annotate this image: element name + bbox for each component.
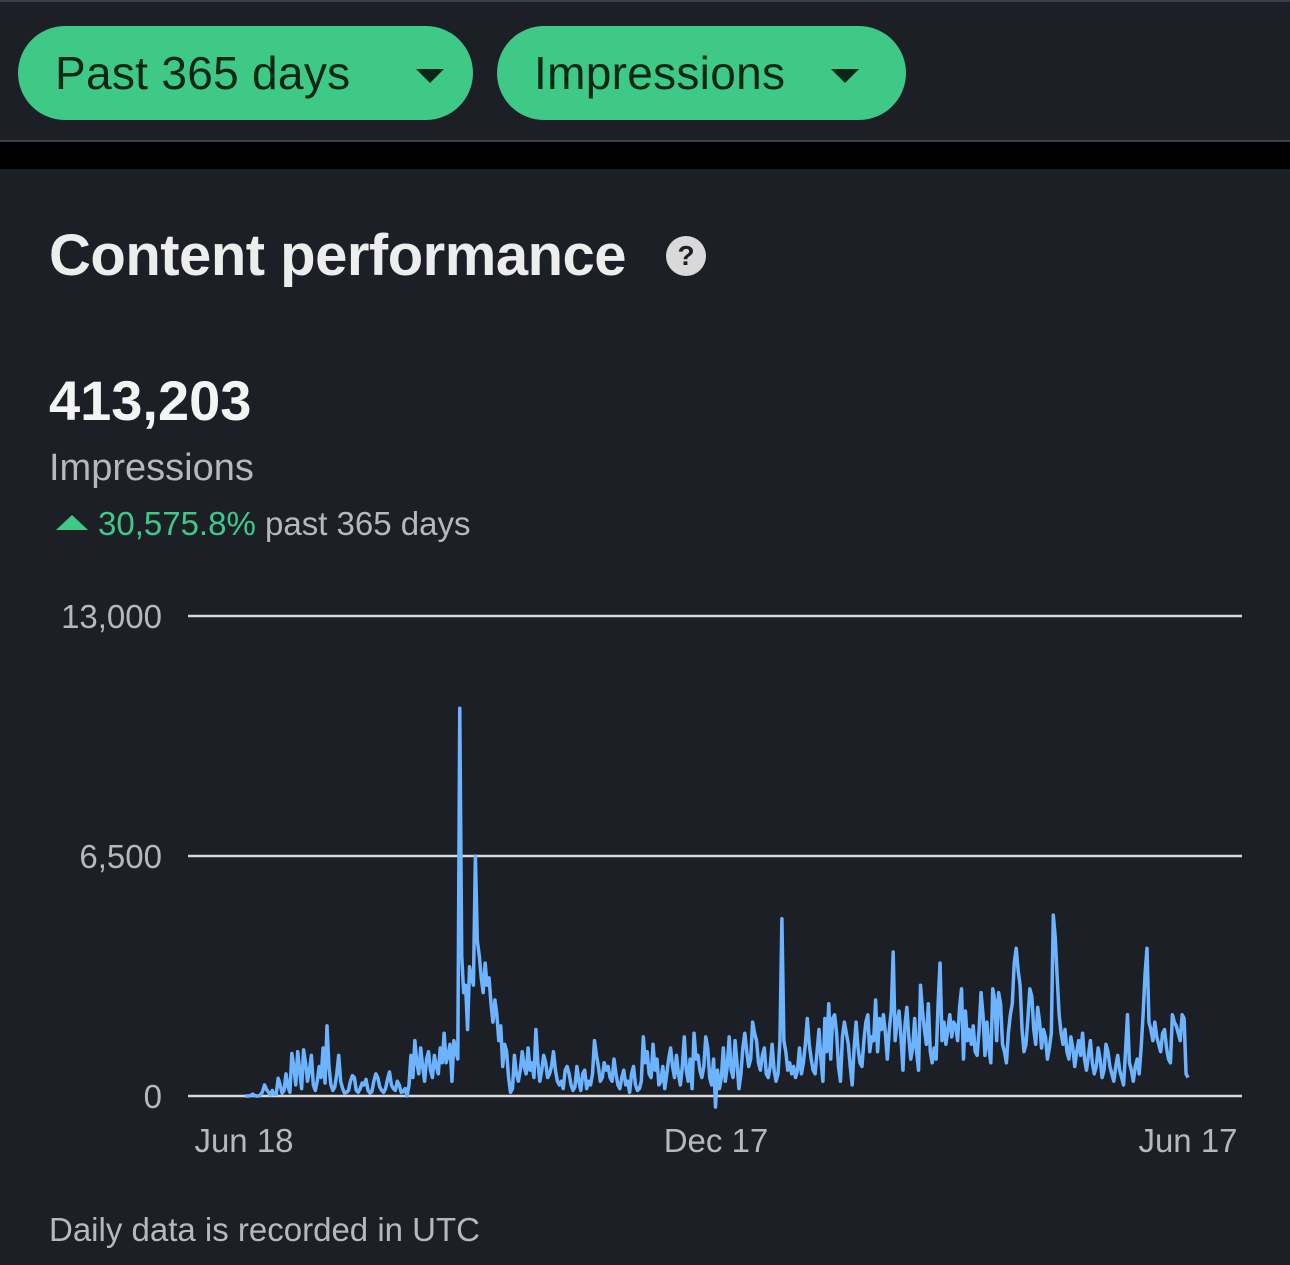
caret-down-icon (416, 69, 444, 83)
change-period: past 365 days (264, 505, 471, 542)
date-range-dropdown[interactable]: Past 365 days (18, 26, 473, 120)
impressions-label: Impressions (49, 447, 254, 489)
impressions-line-chart: 0 6,500 13,000 Jun 18 Dec 17 Jun 17 (61, 598, 1242, 1159)
y-axis-labels: 0 6,500 13,000 (61, 598, 162, 1115)
caret-down-icon (831, 69, 859, 83)
arrow-up-icon (56, 514, 88, 530)
chart-gridlines (188, 614, 1242, 1098)
date-range-label: Past 365 days (55, 47, 351, 99)
x-axis-labels: Jun 18 Dec 17 Jun 17 (194, 1122, 1237, 1159)
change-percent: 30,575.8% (98, 505, 256, 542)
y-tick-label: 0 (144, 1078, 162, 1115)
x-tick-label: Dec 17 (664, 1122, 769, 1159)
y-tick-label: 6,500 (79, 838, 162, 875)
content-performance-card (0, 169, 1290, 1265)
x-tick-label: Jun 17 (1138, 1122, 1237, 1159)
filter-bar: Past 365 days Impressions (0, 0, 1290, 140)
utc-footnote: Daily data is recorded in UTC (49, 1211, 480, 1248)
card-title: Content performance (49, 223, 627, 288)
metric-dropdown-label: Impressions (534, 47, 786, 99)
metric-dropdown[interactable]: Impressions (497, 26, 906, 120)
impressions-series-line (245, 706, 1190, 1109)
y-tick-label: 13,000 (61, 598, 162, 635)
section-separator (0, 142, 1290, 169)
question-circle-icon[interactable]: ? (666, 236, 706, 276)
impressions-total: 413,203 (49, 369, 252, 432)
divider (0, 140, 1290, 142)
chart-series (245, 706, 1190, 1109)
x-tick-label: Jun 18 (194, 1122, 293, 1159)
change-indicator: 30,575.8% past 365 days (56, 503, 470, 545)
